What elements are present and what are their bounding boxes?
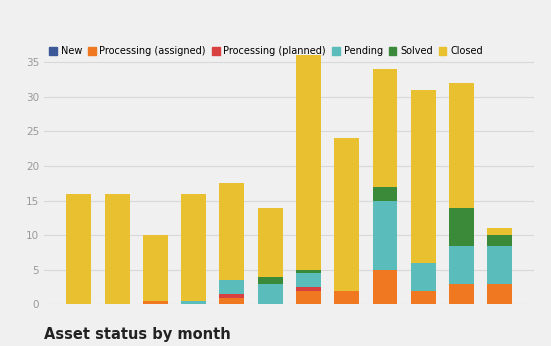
Bar — [258, 277, 283, 284]
Bar — [219, 183, 244, 280]
Bar — [219, 294, 244, 298]
Bar — [296, 291, 321, 304]
Bar — [143, 235, 168, 301]
Bar — [334, 291, 359, 304]
Bar — [296, 273, 321, 287]
Bar — [372, 201, 397, 270]
Bar — [258, 284, 283, 304]
Bar — [219, 298, 244, 304]
Bar — [487, 235, 512, 246]
Bar — [143, 301, 168, 304]
Text: Asset status by month: Asset status by month — [44, 327, 231, 342]
Legend: New, Processing (assigned), Processing (planned), Pending, Solved, Closed: New, Processing (assigned), Processing (… — [49, 46, 483, 56]
Bar — [372, 187, 397, 201]
Bar — [411, 263, 436, 291]
Bar — [449, 284, 474, 304]
Bar — [296, 55, 321, 270]
Bar — [181, 301, 206, 304]
Bar — [296, 270, 321, 273]
Bar — [449, 246, 474, 284]
Bar — [449, 208, 474, 246]
Bar — [372, 69, 397, 187]
Bar — [487, 228, 512, 235]
Bar — [487, 284, 512, 304]
Bar — [219, 280, 244, 294]
Bar — [487, 246, 512, 284]
Bar — [105, 194, 129, 304]
Bar — [411, 291, 436, 304]
Bar — [181, 194, 206, 301]
Bar — [334, 138, 359, 291]
Bar — [258, 208, 283, 277]
Bar — [66, 194, 91, 304]
Bar — [372, 270, 397, 304]
Bar — [449, 83, 474, 208]
Bar — [296, 287, 321, 291]
Bar — [411, 90, 436, 263]
